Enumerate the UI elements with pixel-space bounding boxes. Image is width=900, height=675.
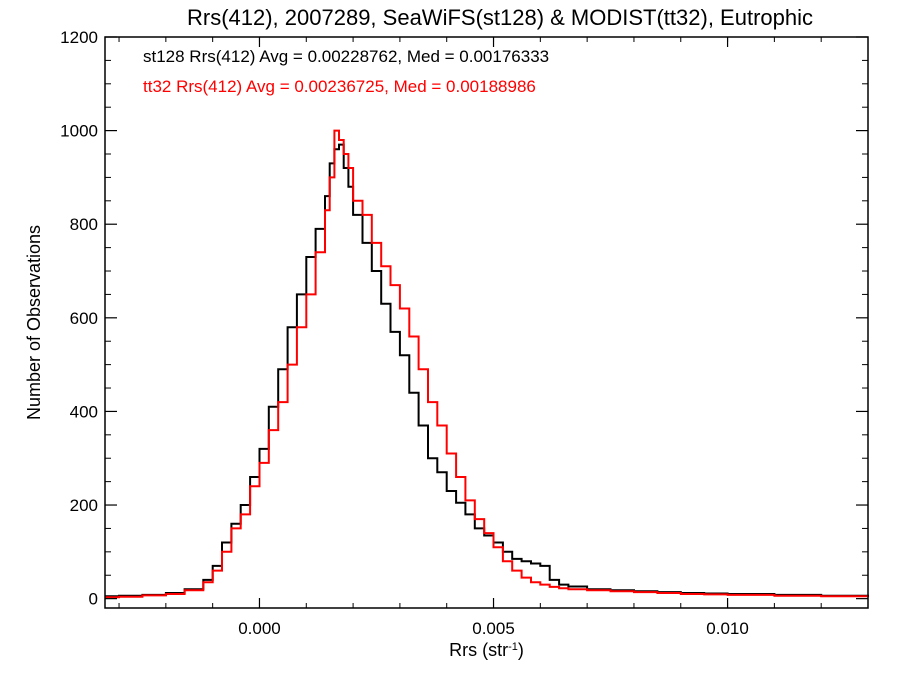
x-axis: 0.000 0.005 0.010: [118, 37, 869, 638]
x-tick-label: 0.005: [472, 619, 515, 638]
x-axis-title-main: Rrs (str: [449, 640, 508, 660]
x-axis-title-sup: -1: [508, 641, 518, 653]
chart-title: Rrs(412), 2007289, SeaWiFS(st128) & MODI…: [187, 5, 813, 30]
plot-frame: [104, 36, 869, 609]
y-tick-label: 0: [89, 590, 98, 609]
y-tick-label: 200: [70, 496, 98, 515]
y-tick-label: 1200: [60, 28, 98, 47]
y-axis-title: Number of Observations: [24, 225, 44, 420]
x-tick-label: 0.010: [706, 619, 749, 638]
stats-label-st128: st128 Rrs(412) Avg = 0.00228762, Med = 0…: [143, 47, 549, 66]
x-tick-label: 0.000: [238, 619, 281, 638]
y-tick-label: 800: [70, 215, 98, 234]
y-tick-label: 1000: [60, 122, 98, 141]
y-tick-label: 400: [70, 402, 98, 421]
series-line-st128: [105, 143, 869, 598]
y-axis: 0 200 400 600 800 1000 1200: [60, 28, 868, 609]
x-axis-title-close: ): [518, 640, 524, 660]
y-tick-label: 600: [70, 309, 98, 328]
series-layer: [105, 129, 869, 599]
stats-label-tt32: tt32 Rrs(412) Avg = 0.00236725, Med = 0.…: [143, 77, 536, 96]
stats-legend: st128 Rrs(412) Avg = 0.00228762, Med = 0…: [143, 47, 549, 96]
series-line-tt32: [105, 129, 869, 599]
x-axis-title: Rrs (str-1): [449, 640, 524, 660]
